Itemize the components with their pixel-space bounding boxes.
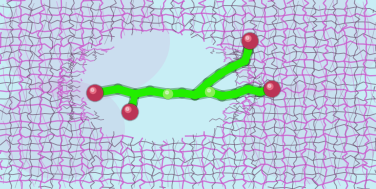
Circle shape	[264, 81, 279, 97]
Ellipse shape	[240, 84, 376, 184]
Circle shape	[88, 85, 103, 101]
Circle shape	[90, 88, 96, 94]
Circle shape	[243, 33, 258, 49]
Circle shape	[126, 108, 129, 111]
Ellipse shape	[0, 79, 125, 179]
Circle shape	[121, 104, 138, 121]
Circle shape	[86, 84, 103, 101]
Circle shape	[268, 84, 271, 88]
Ellipse shape	[220, 0, 376, 96]
Circle shape	[125, 106, 131, 112]
Circle shape	[241, 33, 259, 50]
Circle shape	[165, 91, 168, 94]
Circle shape	[164, 90, 173, 98]
Circle shape	[245, 36, 251, 42]
Ellipse shape	[0, 0, 170, 101]
Circle shape	[208, 89, 211, 92]
Circle shape	[264, 81, 280, 98]
Circle shape	[267, 84, 273, 90]
Circle shape	[123, 105, 138, 119]
Circle shape	[206, 88, 214, 97]
Circle shape	[91, 88, 94, 91]
Circle shape	[246, 36, 249, 40]
